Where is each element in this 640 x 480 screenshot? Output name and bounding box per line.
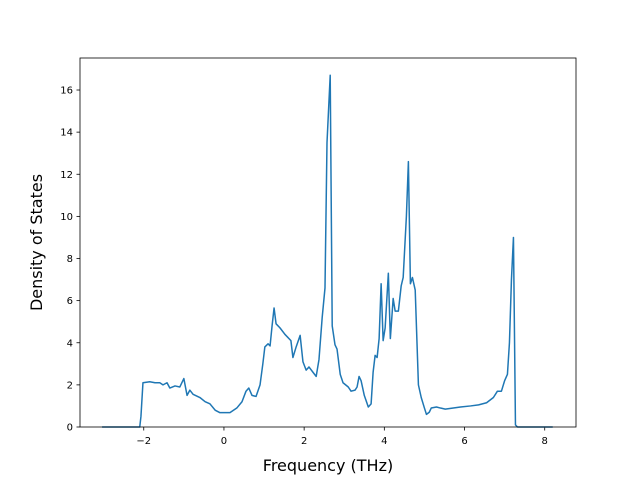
data-line bbox=[102, 74, 553, 428]
x-tick-label: 0 bbox=[221, 436, 227, 447]
x-tick-label: −2 bbox=[136, 436, 151, 447]
x-tick-label: 2 bbox=[301, 436, 307, 447]
x-tick-label: 8 bbox=[542, 436, 548, 447]
x-tick-label: 4 bbox=[381, 436, 387, 447]
plot-frame bbox=[79, 57, 577, 428]
y-tick-label: 10 bbox=[60, 212, 73, 223]
y-tick-label: 12 bbox=[60, 170, 73, 181]
y-tick-label: 4 bbox=[67, 338, 73, 349]
y-tick-label: 2 bbox=[67, 380, 73, 391]
y-tick-label: 8 bbox=[67, 254, 73, 265]
x-tick-label: 6 bbox=[461, 436, 467, 447]
x-axis-label: Frequency (THz) bbox=[263, 456, 393, 475]
y-tick-label: 0 bbox=[67, 423, 73, 434]
y-axis-label: Density of States bbox=[27, 174, 46, 311]
y-tick-label: 14 bbox=[60, 128, 73, 139]
y-tick-label: 16 bbox=[60, 86, 73, 97]
y-tick-label: 6 bbox=[67, 296, 73, 307]
